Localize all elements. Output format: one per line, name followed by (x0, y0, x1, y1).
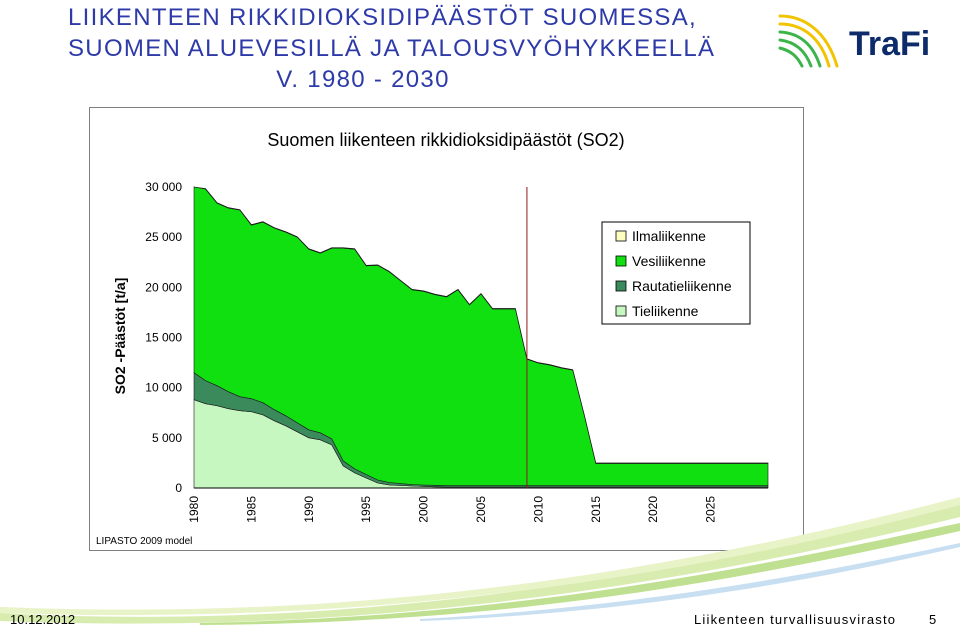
y-tick-label: 30 000 (145, 180, 182, 194)
series-area-ilmaliikenne (193, 186, 769, 464)
chart-legend: Ilmaliikenne Vesiliikenne Rautatieliikenne… (601, 221, 751, 325)
y-tick-label: 15 000 (145, 331, 182, 345)
slide-title-line-1: LIIKENTEEN RIKKIDIOKSIDIPÄÄSTÖT SUOMESSA… (68, 4, 697, 31)
x-tick-label: 2015 (589, 496, 603, 523)
x-tick-label: 2005 (474, 496, 488, 523)
footer-date: 10.12.2012 (10, 612, 76, 627)
slide-title-line-2: SUOMEN ALUEVESILLÄ JA TALOUSVYÖHYKKEELLÄ (68, 35, 716, 62)
emissions-area-chart: Suomen liikenteen rikkidioksidipäästöt (… (96, 130, 769, 547)
footer-agency-name: Liikenteen turvallisuusvirasto (694, 612, 897, 627)
y-tick-label: 10 000 (145, 381, 182, 395)
footer-swoosh-graphic (0, 497, 960, 625)
x-tick-label: 2000 (417, 496, 431, 523)
y-tick-label: 5 000 (152, 431, 182, 445)
legend-swatch-tieliikenne (615, 305, 627, 317)
legend-label-tieliikenne: Tieliikenne (632, 303, 699, 319)
x-tick-label: 2020 (646, 496, 660, 523)
chart-title: Suomen liikenteen rikkidioksidipäästöt (… (267, 130, 624, 150)
x-tick-label: 1995 (359, 496, 373, 523)
legend-label-rautatieliikenne: Rautatieliikenne (632, 278, 732, 294)
chart-source-note: LIPASTO 2009 model (96, 536, 192, 547)
chart-frame: Suomen liikenteen rikkidioksidipäästöt (… (89, 107, 804, 551)
logo-text: TraFi (849, 25, 930, 63)
legend-swatch-ilmaliikenne (615, 230, 627, 242)
y-tick-label: 20 000 (145, 280, 182, 294)
y-tick-label: 25 000 (145, 230, 182, 244)
chart-ylabel: SO2 -Päästöt [t/a] (112, 278, 128, 395)
legend-swatch-vesiliikenne (615, 255, 627, 267)
page-number: 5 (929, 612, 937, 627)
axis-layer: 0 5 000 10 000 15 000 20 000 25 000 30 000 1980… (145, 180, 768, 523)
x-tick-label: 1990 (302, 496, 316, 523)
slide-title-line-3: V. 1980 - 2030 (276, 66, 450, 93)
area-layer (193, 186, 769, 489)
logo-swirl-icon (778, 14, 839, 68)
x-tick-label: 2025 (704, 496, 718, 523)
trafi-logo: TraFi (778, 14, 930, 68)
x-tick-label: 1985 (244, 496, 258, 523)
x-tick-label: 1980 (187, 496, 201, 523)
x-tick-label: 2010 (531, 496, 545, 523)
legend-swatch-rautatieliikenne (615, 280, 627, 292)
legend-box (601, 221, 751, 325)
y-tick-label: 0 (175, 481, 182, 495)
slide-title: LIIKENTEEN RIKKIDIOKSIDIPÄÄSTÖT SUOMESSA… (68, 2, 768, 95)
legend-label-vesiliikenne: Vesiliikenne (632, 253, 706, 269)
legend-label-ilmaliikenne: Ilmaliikenne (632, 228, 706, 244)
